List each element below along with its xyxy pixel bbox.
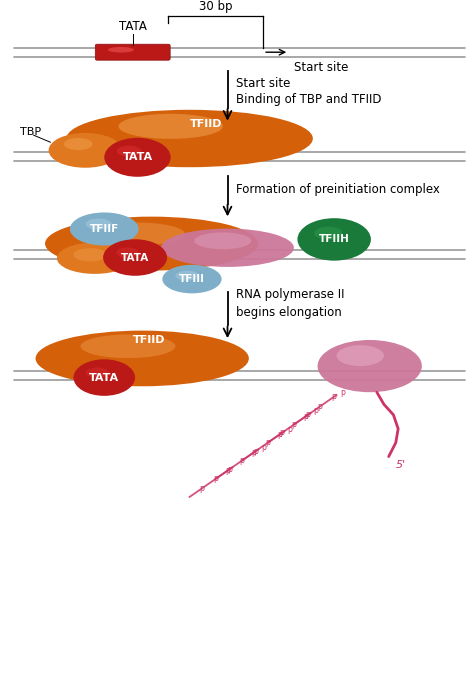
Ellipse shape (48, 133, 122, 168)
Text: 5': 5' (396, 460, 406, 470)
Ellipse shape (104, 138, 171, 177)
Text: p: p (228, 465, 232, 473)
Text: TATA: TATA (119, 20, 146, 33)
Text: p: p (314, 406, 319, 416)
Text: TFIIF: TFIIF (90, 224, 119, 234)
Ellipse shape (70, 212, 138, 246)
Text: Start site: Start site (236, 77, 291, 90)
Text: TFIID: TFIID (133, 335, 165, 345)
Text: p: p (306, 411, 310, 419)
Ellipse shape (57, 242, 133, 274)
Ellipse shape (116, 247, 139, 258)
Text: p: p (251, 448, 256, 457)
Text: p: p (288, 425, 292, 434)
Text: p: p (332, 393, 337, 401)
Text: p: p (199, 484, 204, 493)
Ellipse shape (175, 271, 199, 280)
Text: TATA: TATA (122, 152, 153, 162)
Text: p: p (213, 475, 218, 483)
Ellipse shape (337, 345, 384, 366)
Text: p: p (277, 430, 282, 438)
FancyBboxPatch shape (95, 44, 170, 60)
Text: TATA: TATA (89, 372, 119, 383)
Ellipse shape (73, 359, 135, 396)
Text: p: p (265, 438, 270, 447)
Ellipse shape (314, 226, 343, 239)
Ellipse shape (194, 232, 251, 249)
Ellipse shape (298, 218, 371, 260)
Ellipse shape (36, 331, 249, 386)
Text: p: p (262, 443, 266, 452)
Text: Binding of TBP and TFIID: Binding of TBP and TFIID (236, 93, 382, 106)
Ellipse shape (90, 223, 185, 245)
Ellipse shape (66, 110, 313, 167)
Text: TFIII: TFIII (179, 274, 205, 284)
Ellipse shape (86, 367, 109, 378)
Text: p: p (254, 447, 258, 455)
Text: p: p (318, 402, 322, 411)
Text: p: p (239, 457, 244, 465)
Ellipse shape (73, 248, 107, 261)
Text: p: p (303, 412, 308, 420)
Text: p: p (340, 388, 345, 397)
Ellipse shape (118, 113, 223, 139)
Text: RNA polymerase II
begins elongation: RNA polymerase II begins elongation (236, 288, 345, 319)
Text: TATA: TATA (121, 253, 149, 262)
Text: Formation of preinitiation complex: Formation of preinitiation complex (236, 183, 440, 196)
Ellipse shape (45, 216, 258, 271)
Text: TFIIH: TFIIH (319, 235, 350, 244)
Ellipse shape (108, 47, 134, 52)
Ellipse shape (318, 340, 422, 393)
Ellipse shape (161, 228, 294, 267)
Text: p: p (292, 420, 296, 429)
Ellipse shape (64, 138, 92, 150)
Text: Start site: Start site (294, 61, 348, 74)
Ellipse shape (162, 264, 222, 294)
Text: p: p (225, 466, 230, 475)
Ellipse shape (117, 145, 141, 157)
Ellipse shape (86, 219, 112, 230)
Text: TFIID: TFIID (190, 119, 222, 129)
Text: p: p (280, 429, 284, 437)
Ellipse shape (103, 239, 167, 276)
Text: TBP: TBP (20, 127, 41, 137)
Ellipse shape (81, 335, 175, 358)
Text: 30 bp: 30 bp (199, 0, 232, 13)
